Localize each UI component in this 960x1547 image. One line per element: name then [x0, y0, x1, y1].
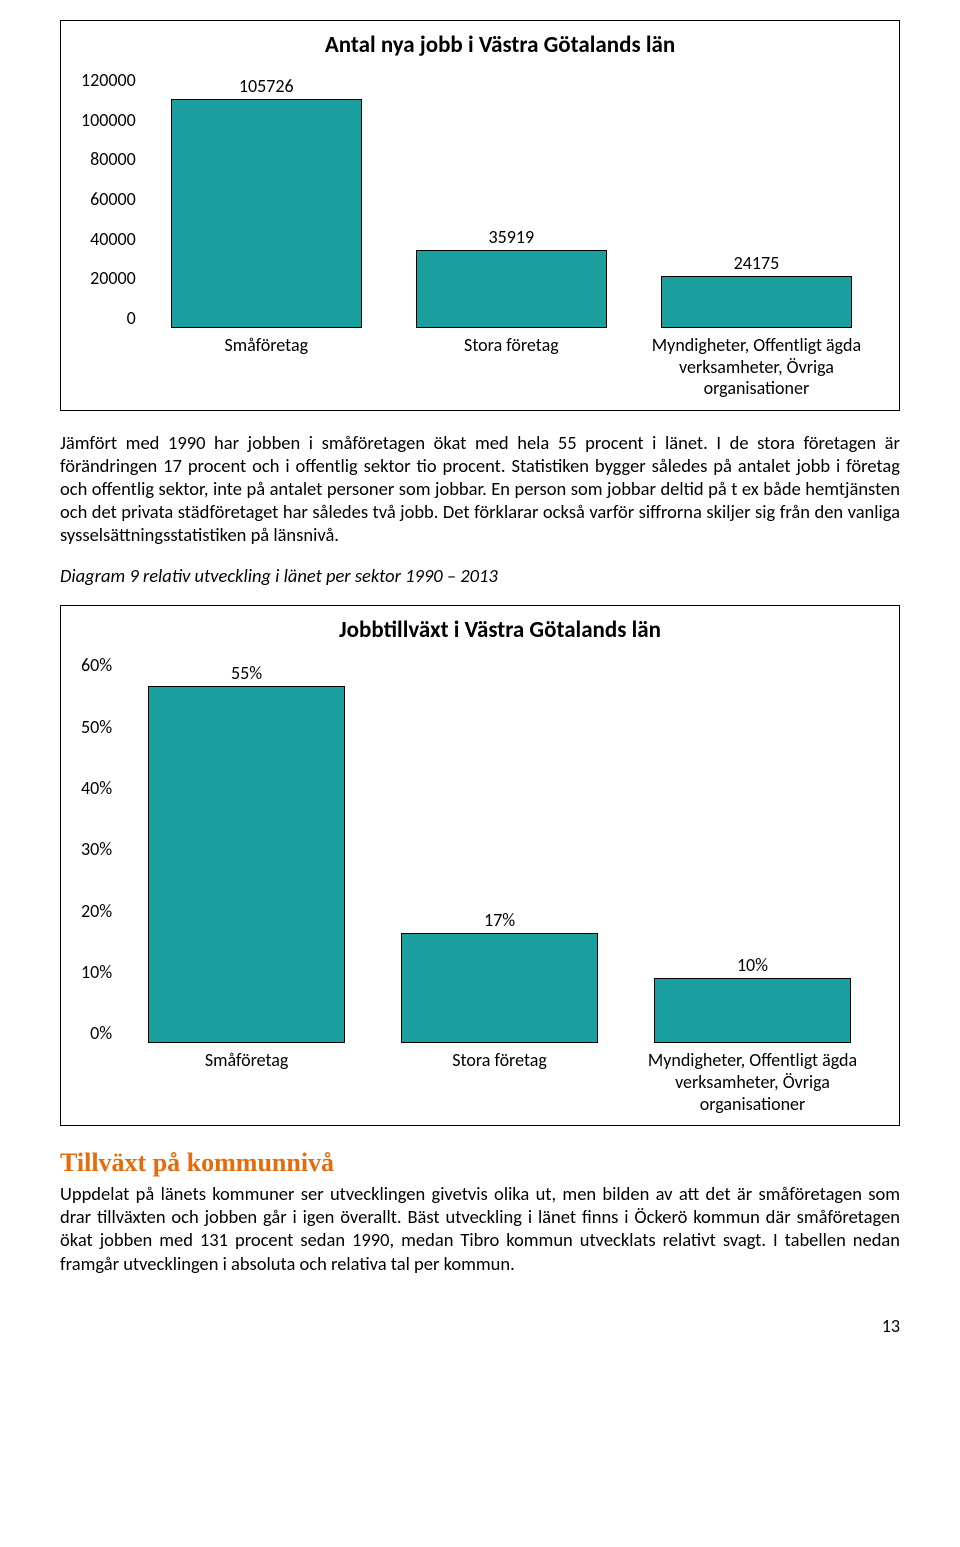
chart1-plot: 105726 35919 24175 SmåföretagStora företag… — [144, 69, 879, 400]
chart1-ytick: 120000 — [81, 69, 136, 91]
chart1-ytick: 20000 — [90, 267, 136, 289]
chart2-bar-col: 55% — [120, 654, 373, 1043]
chart1-bar — [171, 99, 362, 328]
chart2-y-axis: 60% 50% 40% 30% 20% 10% 0% — [81, 654, 120, 1044]
chart2-x-label: Myndigheter, Offentligt ägda verksamhete… — [626, 1050, 879, 1115]
section-heading-tillvaxt: Tillväxt på kommunnivå — [60, 1148, 900, 1178]
chart2-ytick: 10% — [81, 961, 112, 983]
diagram-caption: Diagram 9 relativ utveckling i länet per… — [60, 564, 900, 587]
chart1-bar-col: 24175 — [634, 69, 879, 328]
chart2-bars: 55% 17% 10% — [120, 654, 879, 1044]
chart1-bar-col: 35919 — [389, 69, 634, 328]
paragraph-1: Jämfört med 1990 har jobben i småföretag… — [60, 431, 900, 547]
chart1-body: 120000 100000 80000 60000 40000 20000 0 105726… — [81, 69, 879, 400]
chart2-x-labels: SmåföretagStora företagMyndigheter, Offe… — [120, 1050, 879, 1115]
chart2-x-label: Stora företag — [373, 1050, 626, 1115]
chart1-x-label: Myndigheter, Offentligt ägda verksamhete… — [634, 335, 879, 400]
chart1-bar-value-label: 105726 — [239, 75, 294, 97]
chart2-ytick: 60% — [81, 654, 112, 676]
chart2-bar-value-label: 55% — [231, 662, 262, 684]
chart2-bar-value-label: 17% — [484, 909, 515, 931]
chart2-bar — [148, 686, 345, 1044]
chart1-x-label: Småföretag — [144, 335, 389, 400]
chart2-bar-value-label: 10% — [737, 954, 768, 976]
chart1-bar — [416, 250, 607, 328]
chart2-title: Jobbtillväxt i Västra Götalands län — [121, 616, 879, 644]
chart1-bars: 105726 35919 24175 — [144, 69, 879, 329]
chart1-x-label: Stora företag — [389, 335, 634, 400]
chart1-ytick: 40000 — [90, 228, 136, 250]
chart-antal-nya-jobb: Antal nya jobb i Västra Götalands län 12… — [60, 20, 900, 411]
chart2-bar-col: 10% — [626, 654, 879, 1043]
chart2-x-label: Småföretag — [120, 1050, 373, 1115]
chart1-x-labels: SmåföretagStora företagMyndigheter, Offe… — [144, 335, 879, 400]
chart2-ytick: 50% — [81, 716, 112, 738]
chart2-body: 60% 50% 40% 30% 20% 10% 0% 55% 17% 10% Småföreta… — [81, 654, 879, 1115]
chart1-title: Antal nya jobb i Västra Götalands län — [121, 31, 879, 59]
page-number: 13 — [60, 1315, 900, 1337]
chart2-bar — [401, 933, 598, 1044]
chart1-bar-value-label: 24175 — [734, 252, 780, 274]
chart1-y-axis: 120000 100000 80000 60000 40000 20000 0 — [81, 69, 144, 329]
chart1-ytick: 80000 — [90, 148, 136, 170]
chart2-bar — [654, 978, 851, 1043]
chart1-ytick: 60000 — [90, 188, 136, 210]
chart1-bar — [661, 276, 852, 328]
chart1-ytick: 100000 — [81, 109, 136, 131]
paragraph-2: Uppdelat på länets kommuner ser utveckli… — [60, 1182, 900, 1275]
chart1-bar-col: 105726 — [144, 69, 389, 328]
chart2-ytick: 0% — [90, 1022, 112, 1044]
chart2-ytick: 20% — [81, 900, 112, 922]
chart1-ytick: 0 — [127, 307, 136, 329]
chart2-ytick: 30% — [81, 838, 112, 860]
chart2-plot: 55% 17% 10% SmåföretagStora företagMyndigh… — [120, 654, 879, 1115]
chart2-ytick: 40% — [81, 777, 112, 799]
chart1-bar-value-label: 35919 — [489, 226, 535, 248]
chart2-bar-col: 17% — [373, 654, 626, 1043]
chart-jobbtillvaxt: Jobbtillväxt i Västra Götalands län 60% 5… — [60, 605, 900, 1126]
